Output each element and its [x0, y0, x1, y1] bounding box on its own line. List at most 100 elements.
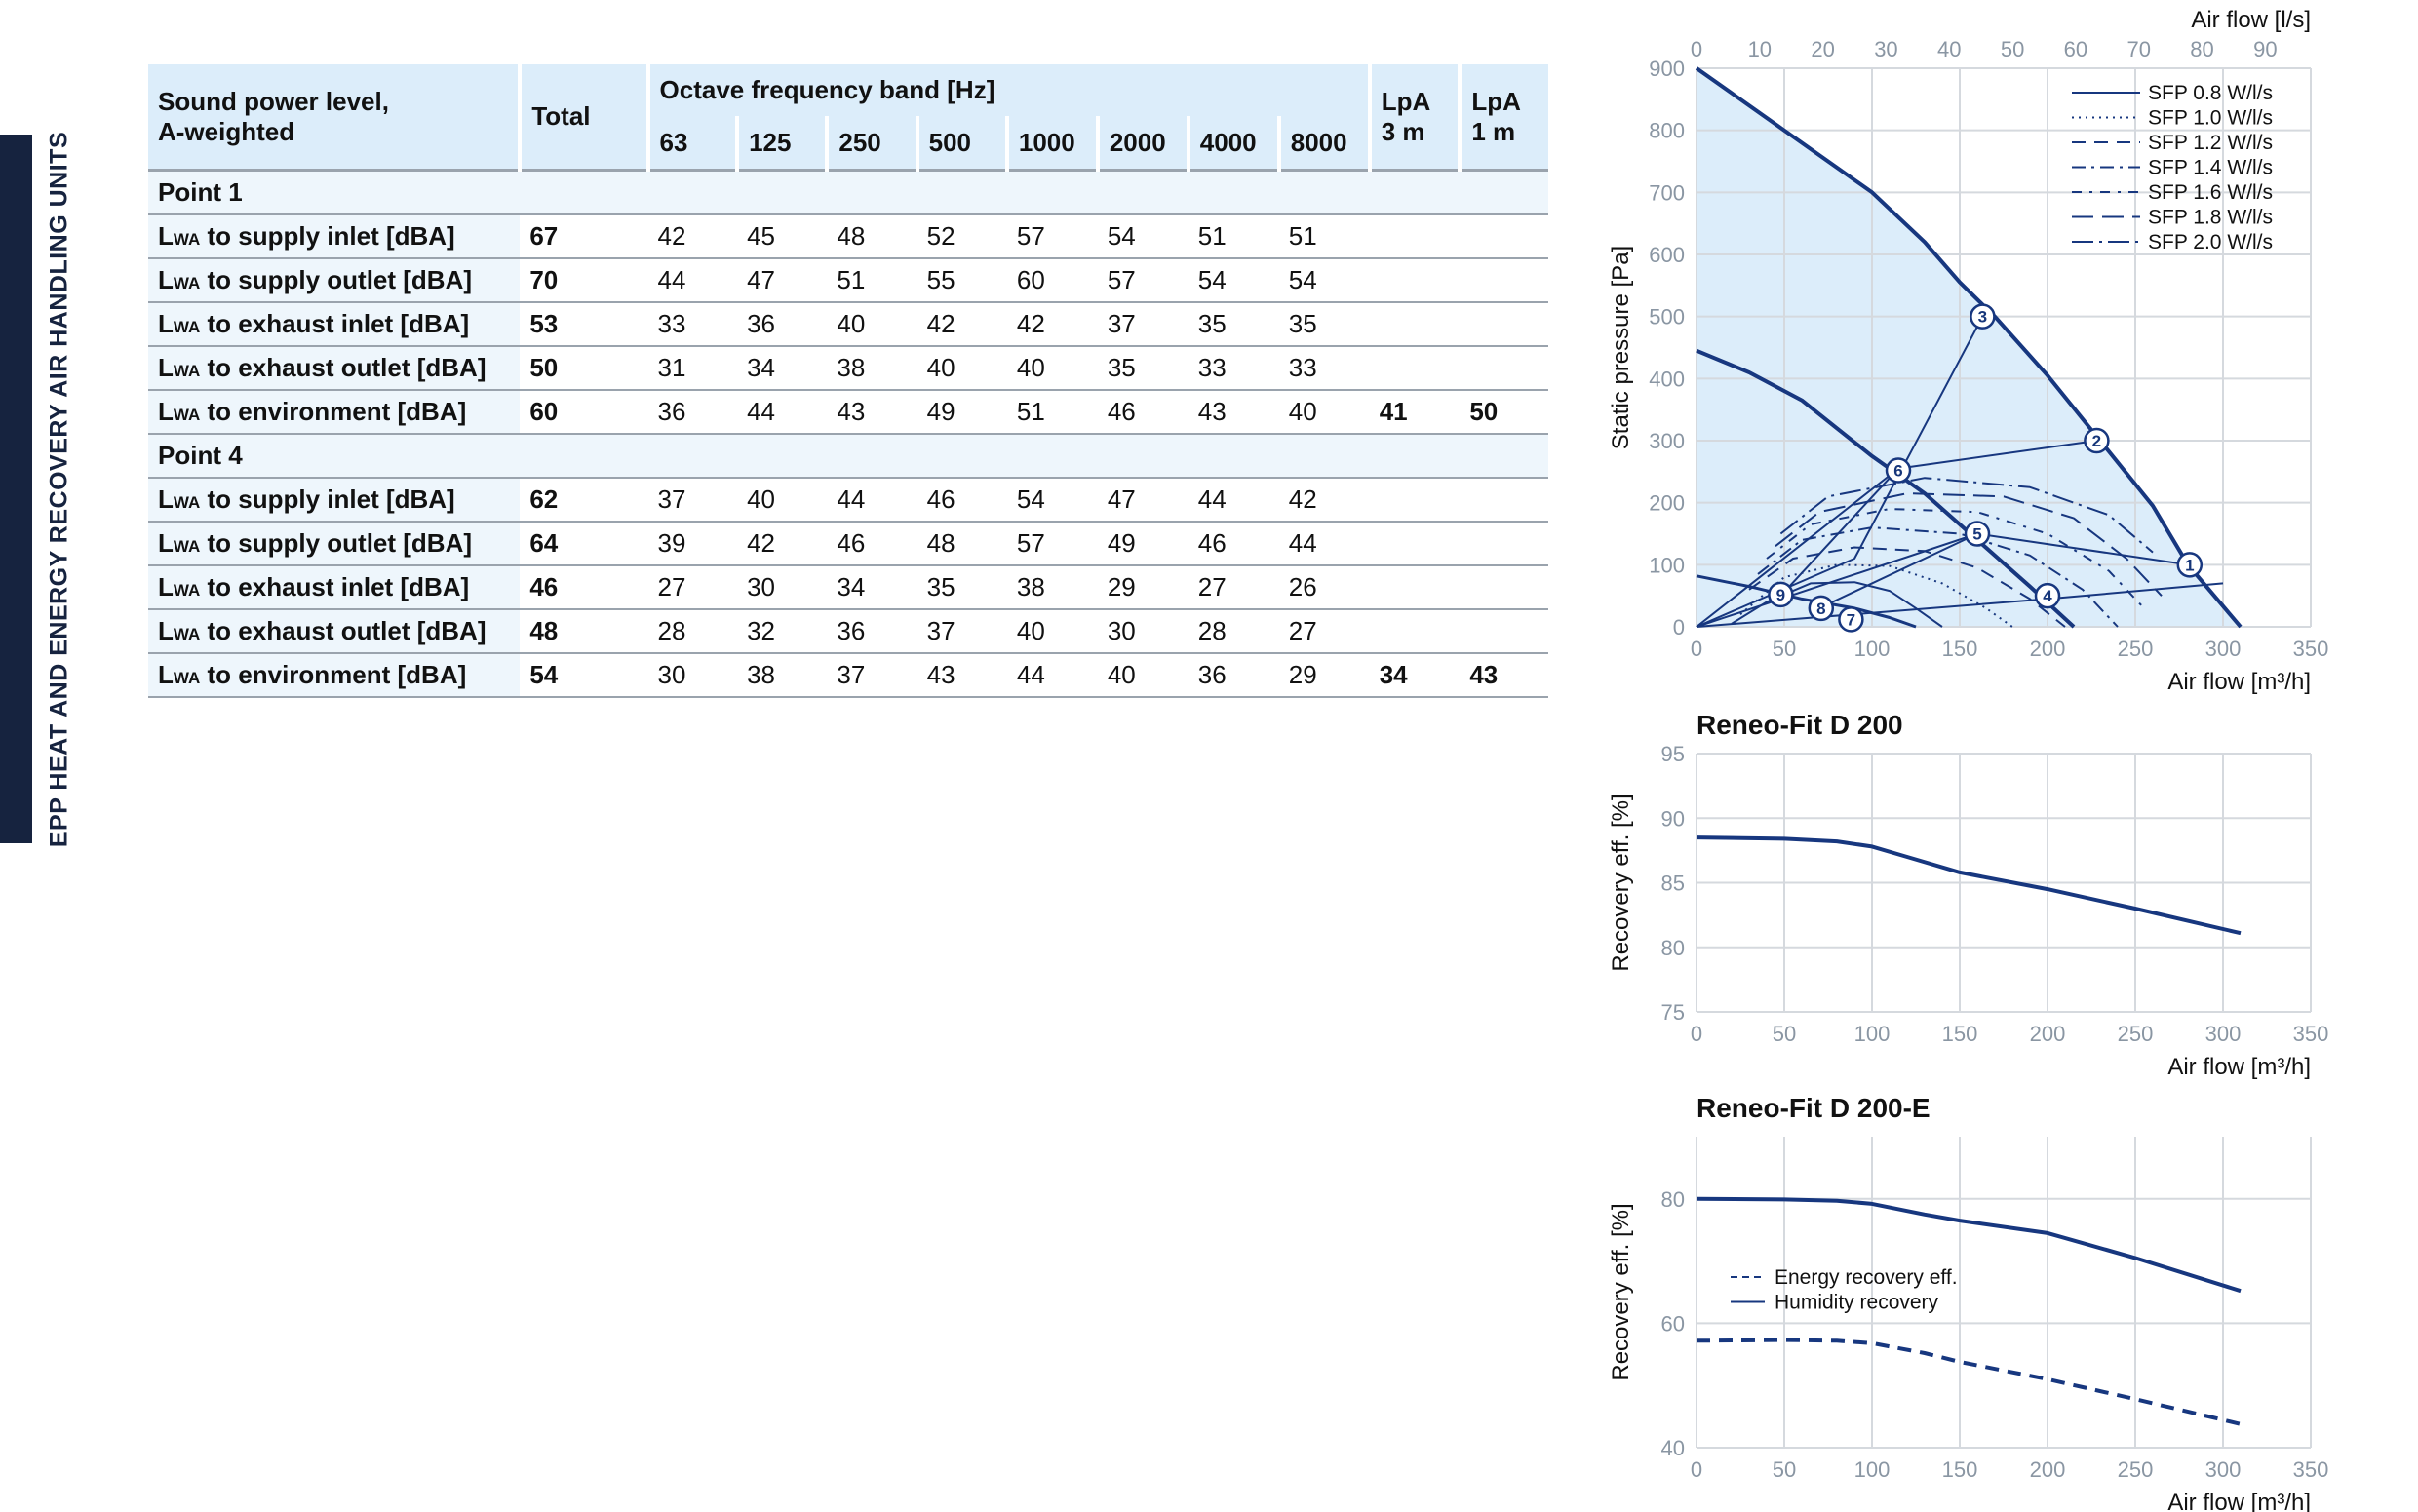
row-band-value: 46 — [827, 522, 917, 566]
header-band: 63 — [645, 116, 738, 171]
row-lpa3 — [1369, 214, 1461, 259]
operating-area — [1696, 68, 2241, 627]
group-title: Point 4 — [148, 434, 1548, 479]
row-band-value: 40 — [1097, 653, 1189, 698]
row-band-value: 46 — [916, 478, 1007, 523]
row-lpa1 — [1460, 258, 1548, 303]
working-point-marker — [1970, 303, 1996, 330]
row-label-prefix: L — [158, 485, 174, 514]
row-band-value: 27 — [1188, 565, 1279, 610]
row-lpa3 — [1369, 346, 1461, 391]
row-lpa3 — [1369, 258, 1461, 303]
row-total: 62 — [520, 478, 648, 523]
row-band-value: 28 — [1188, 609, 1279, 654]
series-line — [1696, 1196, 2242, 1294]
x-tick-label: 200 — [2030, 1457, 2066, 1482]
row-band-value: 39 — [647, 522, 738, 566]
row-band-value: 52 — [916, 214, 1007, 259]
row-label: LWA to environment [dBA] — [148, 390, 521, 435]
row-label: LWA to exhaust inlet [dBA] — [148, 302, 521, 347]
row-band-value: 57 — [1006, 214, 1098, 259]
y-tick-label: 80 — [1661, 936, 1685, 960]
header-label-line1: Sound power level, — [158, 86, 389, 116]
row-band-value: 30 — [737, 565, 828, 610]
row-band-value: 48 — [916, 522, 1007, 566]
row-band-value: 42 — [1278, 478, 1370, 523]
row-band-value: 40 — [1006, 609, 1098, 654]
row-label-text: to supply inlet [dBA] — [200, 485, 455, 514]
row-lpa3: 41 — [1369, 390, 1461, 435]
working-point-label: 7 — [1847, 610, 1855, 629]
row-lpa1 — [1460, 214, 1548, 259]
row-band-value: 42 — [737, 522, 828, 566]
header-lpa-3m-a: LpA — [1381, 86, 1431, 116]
row-label-subscript: WA — [173, 406, 201, 424]
y-tick-label: 60 — [1661, 1311, 1685, 1336]
row-label-subscript: WA — [173, 625, 201, 643]
header-lpa-1m-b: 1 m — [1471, 116, 1516, 146]
working-point-label: 3 — [1978, 308, 1987, 327]
row-band-value: 38 — [827, 346, 917, 391]
row-band-value: 40 — [737, 478, 828, 523]
row-band-value: 40 — [827, 302, 917, 347]
legend-label: Energy recovery eff. — [1774, 1266, 1958, 1289]
row-band-value: 51 — [1006, 390, 1098, 435]
row-lpa3 — [1369, 302, 1461, 347]
working-point-marker — [2176, 552, 2204, 578]
y-axis-label: Recovery eff. [%] — [1608, 1203, 1634, 1380]
table-row: LWA to supply inlet [dBA] 67 42 45 48 52 57 54 5… — [148, 214, 1548, 259]
row-label-subscript: WA — [173, 537, 201, 556]
x-tick-label: 250 — [2118, 1457, 2154, 1482]
table-row: LWA to exhaust inlet [dBA] 53 33 36 40 42 42 37… — [148, 302, 1548, 347]
y-tick-label: 75 — [1661, 1000, 1685, 1025]
row-label-text: to environment [dBA] — [200, 660, 467, 689]
legend-label: SFP 1.6 W/l/s — [2148, 181, 2273, 204]
legend-label: SFP 2.0 W/l/s — [2148, 231, 2273, 253]
x2-tick-label: 0 — [1691, 37, 1702, 61]
y-tick-label: 700 — [1649, 180, 1685, 205]
sfp-curve — [1774, 492, 2163, 597]
row-band-value: 35 — [916, 565, 1007, 610]
row-band-value: 47 — [1097, 478, 1189, 523]
row-lpa1 — [1460, 302, 1548, 347]
row-band-value: 28 — [647, 609, 738, 654]
x-tick-label: 150 — [1942, 1022, 1978, 1046]
row-band-value: 36 — [737, 302, 828, 347]
row-band-value: 43 — [827, 390, 917, 435]
row-label-subscript: WA — [173, 274, 201, 292]
x-tick-label: 300 — [2205, 1457, 2242, 1482]
x-tick-label: 150 — [1942, 637, 1978, 661]
x-axis-label: Air flow [m³/h] — [2167, 669, 2311, 695]
row-band-value: 60 — [1006, 258, 1098, 303]
row-label-subscript: WA — [173, 493, 201, 512]
fan-curve — [1696, 348, 2076, 629]
row-label-text: to exhaust inlet [dBA] — [200, 572, 470, 601]
x2-axis-label: Air flow [l/s] — [2191, 7, 2311, 33]
row-band-value: 44 — [737, 390, 828, 435]
sfp-curve — [1757, 526, 2119, 628]
group-title: Point 1 — [148, 169, 1548, 215]
row-band-value: 36 — [647, 390, 738, 435]
row-label-text: to supply inlet [dBA] — [200, 221, 455, 251]
x-tick-label: 0 — [1691, 1022, 1702, 1046]
row-lpa3 — [1369, 609, 1461, 654]
row-label: LWA to exhaust outlet [dBA] — [148, 609, 521, 654]
y-axis-label: Static pressure [Pa] — [1608, 246, 1634, 449]
row-band-value: 37 — [1097, 302, 1189, 347]
row-band-value: 54 — [1006, 478, 1098, 523]
row-band-value: 45 — [737, 214, 828, 259]
legend-label: SFP 0.8 W/l/s — [2148, 82, 2273, 104]
x2-tick-label: 90 — [2253, 37, 2277, 61]
row-total: 50 — [520, 346, 648, 391]
legend-label: SFP 1.0 W/l/s — [2148, 107, 2273, 130]
sfp-curve — [1779, 477, 2154, 554]
y-tick-label: 0 — [1673, 615, 1685, 640]
row-band-value: 27 — [1278, 609, 1370, 654]
x-tick-label: 50 — [1773, 1022, 1796, 1046]
table-row: LWA to supply outlet [dBA] 64 39 42 46 48 57 49… — [148, 522, 1548, 566]
row-band-value: 44 — [1188, 478, 1279, 523]
row-label: LWA to exhaust outlet [dBA] — [148, 346, 521, 391]
row-label-text: to supply outlet [dBA] — [200, 528, 473, 558]
y-tick-label: 300 — [1649, 429, 1685, 453]
